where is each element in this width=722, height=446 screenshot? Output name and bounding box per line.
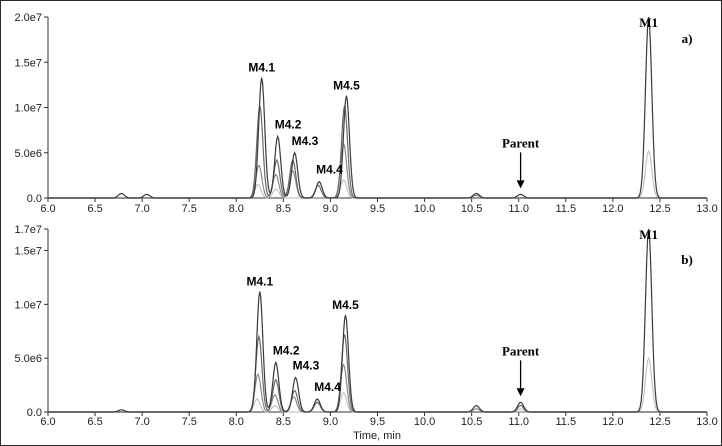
y-tick-label: 0.0	[27, 407, 42, 419]
x-tick-label: 9.0	[323, 416, 338, 428]
x-tick-label: 11.5	[555, 203, 576, 215]
series-trace-4	[48, 356, 707, 413]
x-tick-label: 8.5	[276, 203, 291, 215]
series-trace-4	[48, 149, 707, 199]
y-tick-label: 1.0e7	[14, 299, 42, 311]
parent-arrow-head	[516, 388, 525, 397]
annotation-m4-3: M4.3	[293, 359, 320, 373]
annotation-m4-4: M4.4	[314, 380, 341, 394]
x-tick-label: 12.5	[649, 416, 670, 428]
annotation-m1: M1	[639, 227, 658, 242]
x-tick-label: 11.5	[555, 416, 576, 428]
x-tick-label: 12.0	[602, 203, 623, 215]
panel-tag: b)	[681, 252, 693, 267]
x-tick-label: 8.5	[276, 416, 291, 428]
annotation-m4-5: M4.5	[333, 79, 360, 93]
y-tick-label: 1.5e7	[14, 57, 42, 69]
series-trace-2	[48, 105, 707, 199]
panel-tag: a)	[682, 31, 693, 46]
annotation-m4-1: M4.1	[246, 274, 273, 288]
annotation-m4-2: M4.2	[275, 117, 302, 131]
series-trace-2	[48, 334, 707, 413]
x-tick-label: 6.0	[40, 203, 55, 215]
panel-a: 6.0 6.5 7.0 7.5 8.0 8.5 9.0 9.5 10.0 10.5 11.0 11.5…	[14, 12, 717, 215]
x-tick-label: 10.0	[414, 203, 435, 215]
x-tick-label: 11.0	[508, 416, 529, 428]
x-tick-label: 9.0	[323, 203, 338, 215]
x-tick-label: 12.5	[649, 203, 670, 215]
x-tick-label: 8.0	[229, 203, 244, 215]
x-tick-label: 13.0	[696, 416, 717, 428]
annotation-parent: Parent	[502, 135, 540, 150]
series-trace-1	[48, 228, 707, 413]
x-tick-label: 10.0	[414, 416, 435, 428]
x-tick-label: 9.5	[370, 203, 385, 215]
x-tick-label: 7.5	[182, 416, 197, 428]
annotation-m4-2: M4.2	[273, 343, 300, 357]
series-trace-1	[48, 16, 707, 199]
x-tick-label: 7.0	[134, 416, 149, 428]
x-tick-label: 9.5	[370, 416, 385, 428]
x-tick-label: 10.5	[461, 203, 482, 215]
annotation-m4-1: M4.1	[248, 61, 275, 75]
annotation-m4-4: M4.4	[316, 163, 343, 177]
x-tick-label: 8.0	[229, 416, 244, 428]
x-tick-label: 7.5	[182, 203, 197, 215]
y-tick-label: 1.5e7	[14, 246, 42, 258]
x-tick-label: 6.0	[40, 416, 55, 428]
annotation-m4-3: M4.3	[292, 134, 319, 148]
series-trace-3	[48, 363, 707, 413]
y-tick-label: 5.0e6	[14, 353, 42, 365]
parent-arrow-head	[516, 180, 525, 189]
y-tick-label: 2.0e7	[14, 12, 42, 24]
x-tick-label: 12.0	[602, 416, 623, 428]
annotation-m4-5: M4.5	[332, 298, 359, 312]
y-tick-label: 1.0e7	[14, 103, 42, 115]
annotation-m1: M1	[639, 15, 658, 30]
x-tick-label: 6.5	[87, 203, 102, 215]
annotation-parent: Parent	[502, 343, 540, 358]
x-tick-label: 13.0	[696, 203, 717, 215]
x-axis-label: Time, min	[353, 430, 401, 442]
series-trace-3	[48, 141, 707, 199]
x-tick-label: 7.0	[134, 203, 149, 215]
y-tick-label: 5.0e6	[14, 148, 42, 160]
panel-b: 6.0 6.5 7.0 7.5 8.0 8.5 9.0 9.5 10.0 10.5 11.0 11.5…	[14, 224, 717, 428]
x-tick-label: 10.5	[461, 416, 482, 428]
x-tick-label: 6.5	[87, 416, 102, 428]
y-tick-label: 0.0	[27, 193, 42, 205]
y-tick-label: 1.7e7	[14, 224, 42, 236]
x-tick-label: 11.0	[508, 203, 529, 215]
